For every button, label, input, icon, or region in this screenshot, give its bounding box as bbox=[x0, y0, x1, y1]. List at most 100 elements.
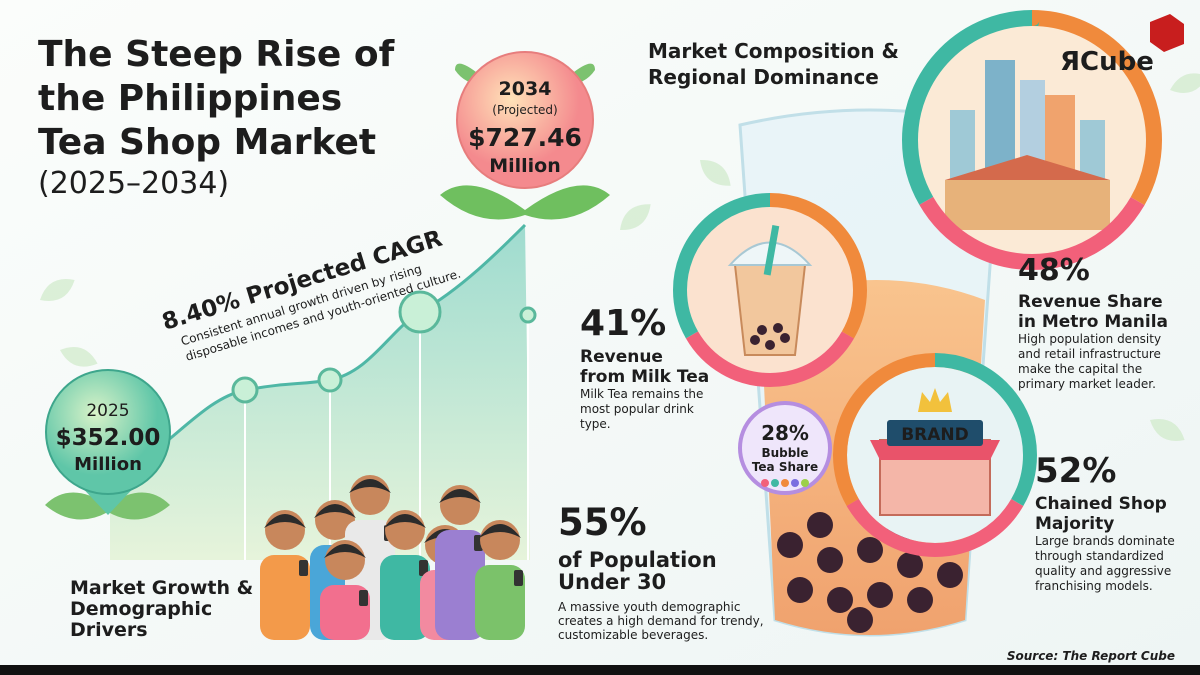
title: Tea Shop Market bbox=[38, 122, 376, 163]
phone bbox=[359, 590, 368, 606]
heritage-building bbox=[945, 180, 1110, 230]
population-note: creates a high demand for trendy, bbox=[558, 614, 764, 628]
bubble-stat: 28% bbox=[761, 421, 809, 445]
brand-text: BRAND bbox=[901, 425, 969, 445]
crown bbox=[918, 388, 952, 412]
population-note: customizable beverages. bbox=[558, 628, 708, 642]
source: Source: The Report Cube bbox=[1007, 649, 1175, 663]
person-hair bbox=[264, 514, 306, 528]
metro-stat: 48% bbox=[1018, 253, 1090, 288]
population-stat: 55% bbox=[558, 501, 647, 544]
brand-sign bbox=[887, 420, 983, 446]
title: The Steep Rise of bbox=[38, 34, 395, 75]
ring-segment bbox=[833, 353, 1037, 557]
section-label: Market Growth & bbox=[70, 577, 253, 599]
person-hair bbox=[439, 489, 481, 503]
growth-dot bbox=[231, 376, 259, 404]
leaf bbox=[1170, 73, 1200, 93]
person-body bbox=[380, 555, 430, 640]
bottom-bar bbox=[0, 665, 1200, 675]
person-body bbox=[475, 565, 525, 640]
milk_tea-note: most popular drink bbox=[580, 402, 694, 416]
start-unit: Million bbox=[74, 454, 142, 475]
chained-note: Large brands dominate bbox=[1035, 534, 1175, 548]
heritage-roof bbox=[945, 155, 1110, 180]
growth-dot bbox=[317, 367, 343, 393]
metro-note: primary market leader. bbox=[1018, 377, 1156, 391]
person-hair bbox=[384, 514, 426, 528]
bubble-dot bbox=[801, 479, 809, 487]
milk_tea-stat: 41% bbox=[580, 303, 666, 344]
milk_tea-label: from Milk Tea bbox=[580, 367, 709, 387]
metro-note: High population density bbox=[1018, 332, 1161, 346]
balloon-leaves bbox=[440, 185, 610, 220]
straw bbox=[763, 225, 780, 276]
pearl bbox=[780, 333, 790, 343]
population-note: A massive youth demographic bbox=[558, 600, 740, 614]
ring-segment bbox=[902, 10, 1162, 270]
milk_tea-label: Revenue bbox=[580, 347, 663, 367]
chained-stat: 52% bbox=[1035, 451, 1116, 491]
start-value: $352.00 bbox=[56, 425, 161, 451]
bubble-dot bbox=[791, 479, 799, 487]
composition-title: Market Composition & bbox=[648, 39, 899, 63]
bubble-dot bbox=[771, 479, 779, 487]
pearl bbox=[827, 587, 853, 613]
ring-segment bbox=[673, 193, 867, 387]
milk_tea-note: Milk Tea remains the bbox=[580, 387, 703, 401]
ring-segment bbox=[673, 193, 867, 387]
bubble-circle bbox=[738, 401, 832, 495]
leaf bbox=[700, 159, 731, 186]
section-label: Demographic bbox=[70, 598, 212, 620]
ring-segment bbox=[902, 10, 1162, 270]
pearl bbox=[765, 340, 775, 350]
growth-dot bbox=[398, 290, 442, 334]
pin-2025 bbox=[45, 369, 171, 495]
pearl bbox=[937, 562, 963, 588]
person-body bbox=[435, 530, 485, 640]
pearl bbox=[757, 325, 767, 335]
milk_tea-note: type. bbox=[580, 417, 611, 431]
pearl bbox=[773, 323, 783, 333]
person-hair bbox=[479, 524, 521, 538]
end-note: (Projected) bbox=[492, 103, 557, 117]
leaf bbox=[60, 347, 98, 367]
bubble-label: Tea Share bbox=[752, 460, 818, 474]
subtitle: (2025–2034) bbox=[38, 166, 229, 201]
metro-label: Revenue Share bbox=[1018, 292, 1163, 312]
leaf bbox=[40, 279, 75, 301]
pearl bbox=[907, 587, 933, 613]
phone bbox=[299, 560, 308, 576]
end-value: $727.46 bbox=[468, 123, 582, 152]
bubble-dot bbox=[761, 479, 769, 487]
bubble-label: Bubble bbox=[761, 446, 808, 460]
phone bbox=[514, 570, 523, 586]
end-unit: Million bbox=[489, 155, 561, 177]
pearl bbox=[777, 532, 803, 558]
title: the Philippines bbox=[38, 78, 342, 119]
ring-segment bbox=[833, 353, 1037, 557]
chained-note: quality and aggressive bbox=[1035, 564, 1171, 578]
person-hair bbox=[349, 479, 391, 493]
growth-area bbox=[110, 225, 530, 560]
chained-label: Majority bbox=[1035, 514, 1114, 534]
growth-dot bbox=[519, 306, 537, 324]
end-year: 2034 bbox=[499, 78, 552, 100]
phone bbox=[419, 560, 428, 576]
person-body bbox=[320, 585, 370, 640]
population-label: of Population bbox=[558, 548, 717, 572]
pearl bbox=[847, 607, 873, 633]
metro-note: and retail infrastructure bbox=[1018, 347, 1161, 361]
leaf bbox=[1150, 419, 1185, 441]
pearl bbox=[817, 547, 843, 573]
chained-note: franchising models. bbox=[1035, 579, 1153, 593]
pearl bbox=[787, 577, 813, 603]
person-body bbox=[260, 555, 310, 640]
population-label: Under 30 bbox=[558, 570, 666, 594]
pearl bbox=[807, 512, 833, 538]
balloon-2034 bbox=[456, 51, 594, 189]
composition-title: Regional Dominance bbox=[648, 65, 879, 89]
section-label: Drivers bbox=[70, 619, 148, 641]
chained-note: through standardized bbox=[1035, 549, 1164, 563]
